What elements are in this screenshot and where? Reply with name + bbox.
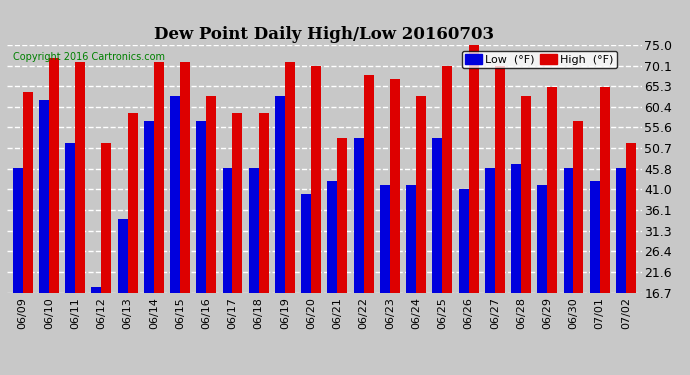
Bar [459,189,469,292]
Title: Dew Point Daily High/Low 20160703: Dew Point Daily High/Low 20160703 [155,27,494,44]
Bar [302,194,311,292]
Bar [249,168,259,292]
Bar [337,138,347,292]
Bar [442,66,453,292]
Bar [521,96,531,292]
Bar [380,185,390,292]
Bar [364,75,373,292]
Bar [275,96,285,292]
Bar [91,287,101,292]
Bar [285,62,295,292]
Bar [196,122,206,292]
Bar [354,138,364,292]
Bar [406,185,416,292]
Bar [101,142,111,292]
Bar [233,113,242,292]
Bar [626,142,636,292]
Bar [65,142,75,292]
Bar [222,168,233,292]
Bar [469,45,479,292]
Bar [538,185,547,292]
Bar [547,87,558,292]
Bar [616,168,626,292]
Bar [170,96,180,292]
Bar [23,92,32,292]
Bar [390,79,400,292]
Legend: Low  (°F), High  (°F): Low (°F), High (°F) [462,51,617,68]
Bar [49,58,59,292]
Bar [259,113,268,292]
Bar [328,181,337,292]
Bar [154,62,164,292]
Bar [590,181,600,292]
Bar [128,113,137,292]
Bar [485,168,495,292]
Bar [39,100,49,292]
Bar [495,66,505,292]
Bar [117,219,128,292]
Bar [564,168,573,292]
Bar [433,138,442,292]
Bar [144,122,154,292]
Bar [573,122,584,292]
Bar [416,96,426,292]
Bar [311,66,321,292]
Bar [511,164,521,292]
Bar [75,62,85,292]
Bar [180,62,190,292]
Bar [206,96,216,292]
Bar [600,87,610,292]
Bar [12,168,23,292]
Text: Copyright 2016 Cartronics.com: Copyright 2016 Cartronics.com [13,53,165,62]
